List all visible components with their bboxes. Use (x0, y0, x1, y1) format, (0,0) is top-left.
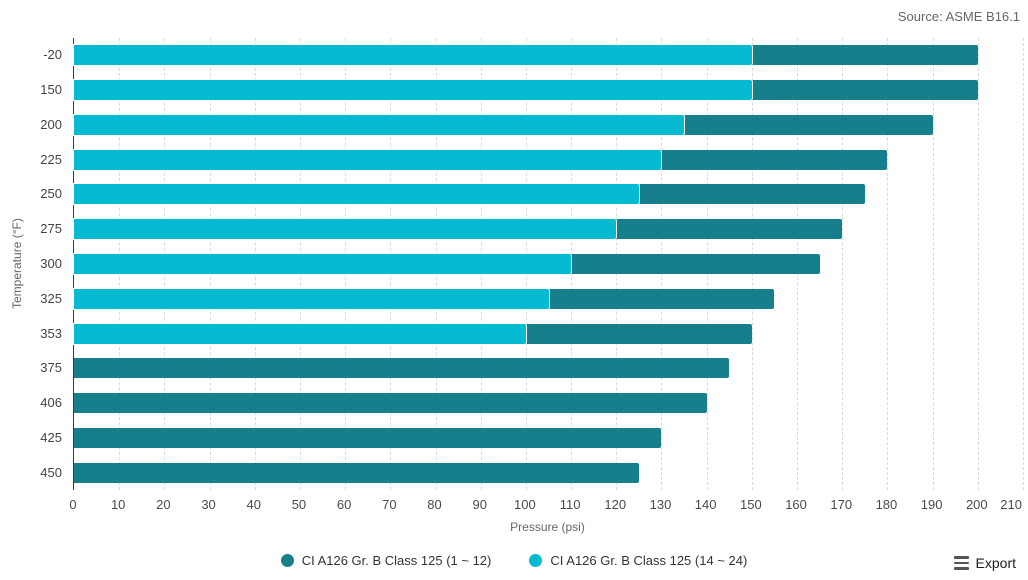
bar-series1-375[interactable] (74, 358, 730, 379)
bar-row-353 (74, 316, 1022, 351)
source-label: Source: ASME B16.1 (897, 9, 1020, 24)
x-tick-label: 0 (69, 497, 77, 512)
gridline (977, 38, 979, 490)
x-tick-label: 170 (830, 497, 853, 512)
bar-row-150 (74, 73, 1022, 108)
x-tick-label: 60 (336, 497, 352, 512)
x-tick-label: 10 (110, 497, 126, 512)
x-tick-label: 90 (472, 497, 487, 512)
x-tick-label: 30 (201, 497, 216, 512)
x-tick-label: 210 (1000, 497, 1022, 512)
legend-marker-icon (529, 553, 543, 567)
y-tick-label: 375 (40, 360, 62, 376)
bar-series1-425[interactable] (74, 427, 662, 448)
bar-series1-406[interactable] (74, 393, 707, 414)
y-tick-label: 150 (40, 82, 62, 98)
bar-row--20 (74, 38, 1022, 73)
x-tick-label: 50 (291, 497, 307, 512)
x-axis-labels: 0 10 20 30 40 50 60 70 80 90 100 110 120 130 140 150 160… (0, 497, 1028, 515)
bar-row-406 (74, 386, 1022, 421)
y-tick-label: 300 (40, 256, 62, 271)
bar-series2-150[interactable] (74, 80, 752, 101)
y-tick-label: 450 (40, 464, 62, 480)
y-tick-label: 250 (40, 186, 62, 202)
plot-area (73, 38, 1024, 490)
bar-row-375 (74, 351, 1022, 386)
y-axis-labels: -20 150 200 225 250 275 300 325 353 375 406 425 450 (0, 38, 62, 490)
x-tick-label: 20 (156, 497, 171, 512)
y-tick-label: 425 (40, 429, 62, 445)
export-button[interactable]: Export (953, 555, 1016, 571)
export-button-label: Export (975, 555, 1016, 571)
y-tick-label: 353 (40, 325, 62, 341)
x-tick-label: 120 (604, 497, 627, 512)
x-tick-label: 100 (514, 497, 536, 512)
gridline (842, 38, 844, 490)
x-tick-label: 180 (875, 497, 898, 512)
bar-row-250 (74, 177, 1022, 212)
bar-row-450 (74, 455, 1022, 490)
legend-label: CI A126 Gr. B Class 125 (14 ~ 24) (550, 552, 748, 568)
bar-row-200 (74, 108, 1022, 143)
gridline (1023, 38, 1024, 490)
bar-series2-325[interactable] (74, 288, 549, 309)
bar-row-275 (74, 212, 1022, 247)
x-tick-label: 40 (246, 497, 261, 512)
bar-series2-275[interactable] (74, 219, 617, 240)
x-tick-label: 200 (965, 497, 988, 512)
bar-row-325 (74, 281, 1022, 316)
bar-series1-450[interactable] (74, 462, 639, 483)
bar-series2-200[interactable] (74, 114, 685, 135)
y-tick-label: 200 (40, 116, 62, 132)
y-tick-label: -20 (43, 47, 62, 63)
legend-marker-icon (280, 553, 294, 567)
bar-series2--20[interactable] (74, 45, 752, 66)
x-tick-label: 70 (382, 497, 397, 512)
bar-series2-353[interactable] (74, 323, 526, 344)
x-tick-label: 150 (739, 497, 762, 512)
bar-row-300 (74, 247, 1022, 282)
x-tick-label: 110 (559, 497, 581, 512)
export-menu-icon (953, 556, 969, 570)
legend-item-series1[interactable]: CI A126 Gr. B Class 125 (1 ~ 12) (280, 552, 492, 568)
bar-series2-225[interactable] (74, 149, 662, 170)
y-tick-label: 406 (40, 395, 62, 411)
gridline (887, 38, 889, 490)
legend: CI A126 Gr. B Class 125 (1 ~ 12) CI A126 … (0, 548, 1028, 572)
legend-item-series2[interactable]: CI A126 Gr. B Class 125 (14 ~ 24) (529, 553, 747, 568)
x-axis-title: Pressure (psi) (510, 520, 585, 534)
gridline (932, 38, 934, 490)
y-tick-label: 225 (40, 151, 62, 167)
x-tick-label: 190 (920, 497, 943, 512)
legend-label: CI A126 Gr. B Class 125 (1 ~ 12) (301, 552, 492, 568)
y-tick-label: 325 (40, 290, 62, 306)
bar-series2-300[interactable] (74, 253, 572, 274)
x-tick-label: 80 (427, 497, 442, 512)
y-tick-label: 275 (40, 221, 62, 237)
bar-series2-250[interactable] (74, 184, 639, 205)
x-tick-label: 140 (694, 497, 717, 512)
bar-row-225 (74, 142, 1022, 177)
x-tick-label: 130 (649, 497, 672, 512)
x-tick-label: 160 (785, 497, 807, 512)
bar-row-425 (74, 420, 1022, 455)
